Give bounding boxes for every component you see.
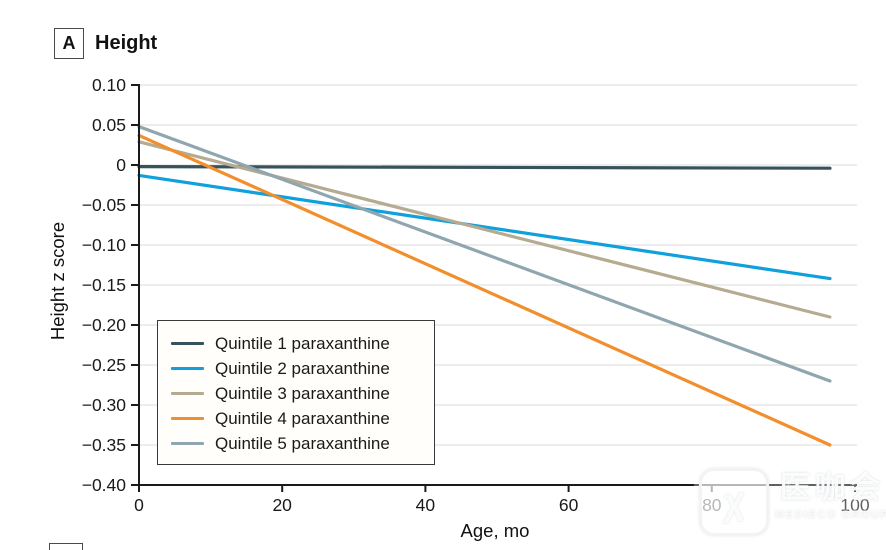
series-lines [137, 124, 832, 447]
y-tick-label: −0.35 [82, 435, 126, 455]
x-axis-title: Age, mo [461, 520, 530, 541]
y-tick-label: 0.05 [92, 115, 126, 135]
panel-label-box: A [54, 28, 84, 59]
legend-swatch-quintile-2 [171, 366, 204, 371]
series-line-quintile-5 [137, 124, 832, 383]
legend-item: Quintile 3 paraxanthine [171, 381, 434, 406]
legend-label: Quintile 3 paraxanthine [215, 383, 390, 403]
y-tick-label: −0.20 [82, 315, 127, 335]
y-tick-label: −0.25 [82, 355, 126, 375]
y-tick-label: −0.10 [82, 235, 127, 255]
legend-item: Quintile 2 paraxanthine [171, 356, 434, 381]
chart-legend: Quintile 1 paraxanthine Quintile 2 paraxa… [157, 320, 435, 465]
legend-label: Quintile 1 paraxanthine [215, 333, 390, 353]
x-tick-label: 40 [416, 495, 436, 515]
next-panel-label-box-partial [49, 543, 83, 550]
panel-label: A [62, 33, 76, 53]
watermark-text: 医咖会 MEDIECO GROUP [775, 470, 886, 521]
watermark-brand-cn: 医咖会 [779, 470, 885, 505]
legend-item: Quintile 1 paraxanthine [171, 331, 434, 356]
panel-title: Height [95, 32, 158, 54]
legend-swatch-quintile-4 [171, 416, 204, 421]
legend-label: Quintile 4 paraxanthine [215, 408, 390, 428]
x-tick-label: 0 [134, 495, 144, 515]
legend-swatch-quintile-3 [171, 391, 204, 396]
y-tick-label: 0 [116, 155, 126, 175]
watermark-logo-glyph: χ [720, 479, 748, 525]
series-line-quintile-4 [137, 133, 832, 447]
y-tick-label: −0.40 [82, 475, 127, 495]
legend-item: Quintile 4 paraxanthine [171, 406, 434, 431]
legend-swatch-quintile-5 [171, 441, 204, 446]
legend-label: Quintile 5 paraxanthine [215, 433, 390, 453]
x-tick-label: 60 [559, 495, 579, 515]
series-line-quintile-2 [137, 173, 832, 281]
y-tick-label: −0.05 [82, 195, 126, 215]
x-tick-label: 20 [272, 495, 292, 515]
x-tick-label: 100 [840, 495, 869, 515]
watermark: χ 医咖会 MEDIECO GROUP [694, 464, 886, 548]
watermark-brand-en: MEDIECO GROUP [775, 509, 886, 521]
y-axis-title: Height z score [47, 222, 68, 340]
y-tick-label: −0.30 [82, 395, 127, 415]
legend-item: Quintile 5 paraxanthine [171, 431, 434, 456]
axis-labels: 0.10 0.05 0 −0.05 −0.10 −0.15 −0.20 −0.25 −0.30 −… [47, 75, 870, 541]
legend-swatch-quintile-1 [171, 341, 204, 346]
series-line-quintile-3 [137, 140, 832, 319]
watermark-logo: χ [699, 468, 769, 536]
legend-label: Quintile 2 paraxanthine [215, 358, 390, 378]
y-tick-label: 0.10 [92, 75, 126, 95]
y-tick-label: −0.15 [82, 275, 126, 295]
series-line-quintile-1 [137, 165, 832, 170]
